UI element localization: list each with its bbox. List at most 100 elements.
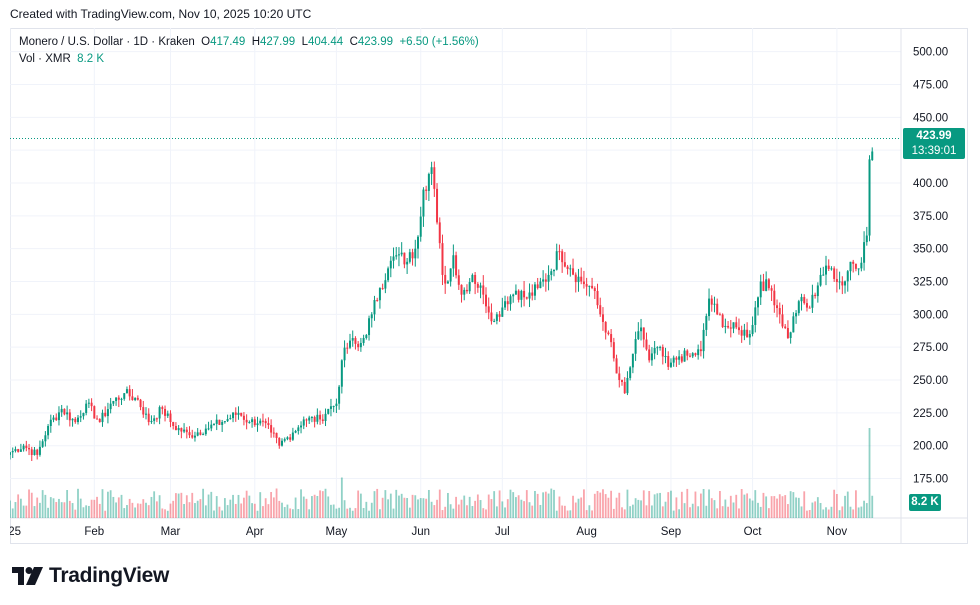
volume-bar: [474, 500, 477, 518]
volume-bar: [493, 491, 496, 518]
candle-body: [653, 347, 656, 354]
volume-bar: [610, 490, 613, 518]
volume-bar: [232, 494, 234, 518]
volume-bar: [41, 490, 44, 518]
candle-body: [596, 290, 599, 306]
candle-body: [558, 251, 561, 253]
volume-bar: [841, 506, 844, 518]
candle-body: [648, 349, 651, 361]
candle-body: [642, 327, 645, 340]
volume-bar: [324, 488, 327, 518]
volume-bar: [563, 505, 566, 518]
candle-body: [17, 449, 20, 452]
volume-bar: [87, 505, 90, 518]
candle-body: [120, 398, 123, 400]
candle-body: [180, 428, 183, 432]
volume-bar: [591, 510, 593, 518]
candle-body: [446, 281, 449, 284]
volume-bar: [194, 503, 196, 518]
candle-body: [441, 243, 444, 275]
volume-bar: [827, 509, 830, 518]
volume-bar: [593, 493, 596, 518]
volume-bar: [98, 503, 101, 518]
candle-body: [188, 432, 191, 436]
candle-body: [710, 298, 713, 305]
volume-bar: [759, 506, 762, 518]
candle-body: [381, 288, 384, 290]
volume-bar: [822, 509, 825, 518]
volume-bar: [449, 504, 452, 518]
volume-bar: [115, 502, 117, 518]
volume-bar: [368, 510, 370, 518]
volume-bar: [438, 489, 441, 518]
candle-body: [430, 167, 433, 174]
volume-bar: [47, 507, 49, 518]
volume-bar: [797, 497, 800, 518]
volume-bar: [243, 497, 245, 518]
candle-body: [661, 346, 664, 357]
volume-bar: [79, 498, 82, 518]
volume-bar: [85, 505, 88, 518]
candle-body: [471, 274, 474, 283]
volume-bar: [359, 493, 362, 518]
candle-body: [87, 402, 90, 404]
last-price-tag: 423.99 13:39:01: [903, 128, 965, 159]
volume-bar: [196, 500, 199, 518]
candle-body: [675, 357, 678, 360]
candle-body: [656, 347, 659, 349]
y-tick-label: 400.00: [913, 178, 948, 190]
legend-open: 417.49: [210, 36, 246, 48]
candle-body: [615, 358, 618, 374]
volume-bar: [248, 495, 251, 518]
candle-body: [302, 419, 305, 426]
candle-body: [259, 420, 262, 424]
legend-symbol[interactable]: Monero / U.S. Dollar · 1D · Kraken: [19, 36, 195, 48]
candle-body: [125, 389, 128, 394]
candle-body: [71, 418, 74, 421]
volume-bar: [93, 499, 96, 518]
volume-bar: [746, 493, 749, 518]
y-tick-label: 200.00: [913, 441, 948, 453]
volume-bar: [476, 494, 479, 518]
x-tick-label: Jul: [495, 526, 510, 538]
tradingview-logo[interactable]: TradingView: [12, 563, 169, 589]
candle-body: [202, 434, 205, 436]
candle-body: [60, 408, 63, 413]
volume-bar: [604, 494, 607, 518]
candle-body: [321, 419, 324, 421]
candle-body: [716, 303, 719, 315]
volume-bar: [340, 477, 343, 518]
volume-bar: [708, 489, 710, 518]
candle-body: [55, 417, 58, 421]
volume-bar: [68, 500, 71, 518]
volume-bar: [765, 496, 768, 518]
x-tick-label: Oct: [744, 526, 763, 538]
candle-body: [604, 321, 607, 333]
candle-body: [591, 285, 594, 289]
candle-body: [289, 437, 292, 440]
volume-bar: [417, 499, 419, 518]
volume-bar: [300, 489, 302, 518]
candle-body: [566, 266, 569, 269]
candle-body: [544, 279, 547, 282]
candle-body: [191, 435, 194, 438]
candle-body: [601, 314, 604, 322]
x-tick-label: Sep: [661, 526, 681, 538]
candle-body: [264, 421, 267, 424]
candle-body: [327, 408, 330, 414]
candle-body: [773, 290, 776, 306]
price-chart[interactable]: 175.00 200.00 225.00 250.00 275.00 300.00 325.…: [10, 28, 968, 544]
candle-body: [767, 279, 770, 289]
candle-body: [261, 420, 264, 422]
volume-bar: [150, 496, 153, 518]
volume-bar: [705, 505, 708, 518]
candle-body: [112, 401, 115, 404]
volume-bar: [153, 491, 156, 518]
legend-volume-label: Vol · XMR: [19, 53, 71, 65]
candle-body: [199, 432, 202, 435]
candle-body: [691, 353, 694, 357]
volume-bar: [719, 490, 721, 518]
volume-bar: [63, 502, 66, 518]
candle-body: [14, 449, 17, 452]
volume-bar: [506, 499, 509, 518]
